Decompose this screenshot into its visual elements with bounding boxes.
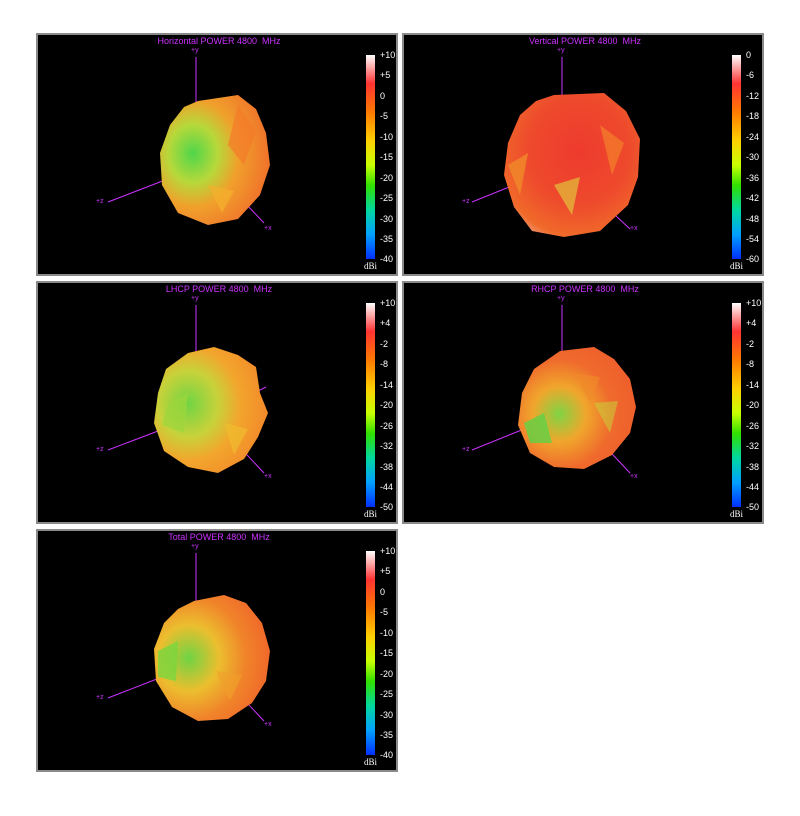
- x-axis-label: +x: [630, 473, 638, 480]
- total-power-panel: Total POWER 4800 MHz +y +z +x: [36, 529, 398, 772]
- scale-tick: -20: [380, 173, 394, 183]
- scale-tick: -54: [746, 234, 760, 244]
- scale-unit-label: dBi: [364, 757, 378, 767]
- scale-tick: -50: [746, 502, 760, 512]
- z-axis-label: +z: [462, 198, 470, 205]
- y-axis-label: +y: [191, 543, 199, 550]
- color-scale-bar: [732, 303, 741, 507]
- scale-tick: +4: [380, 318, 391, 328]
- scale-tick: -2: [746, 339, 755, 349]
- scale-tick: -44: [746, 482, 760, 492]
- scale-tick: +10: [380, 50, 396, 60]
- scale-tick: -26: [380, 421, 394, 431]
- x-axis-label: +x: [630, 225, 638, 232]
- scale-tick: -8: [380, 359, 389, 369]
- x-axis-label: +x: [264, 473, 272, 480]
- scale-tick: -12: [746, 91, 760, 101]
- scale-tick: -50: [380, 502, 394, 512]
- scale-tick: -36: [746, 173, 760, 183]
- lhcp-power-panel: LHCP POWER 4800 MHz +y +z +x: [36, 281, 398, 524]
- scale-tick: -24: [746, 132, 760, 142]
- x-axis-label: +x: [264, 721, 272, 728]
- scale-tick: -32: [746, 441, 760, 451]
- z-axis-label: +z: [96, 694, 104, 701]
- scale-tick: -20: [380, 400, 394, 410]
- scale-tick: -25: [380, 689, 394, 699]
- scale-tick: 0: [746, 50, 752, 60]
- scale-tick: -25: [380, 193, 394, 203]
- scale-tick: -30: [380, 710, 394, 720]
- scale-tick: -30: [380, 214, 394, 224]
- panel-title: RHCP POWER 4800 MHz: [531, 284, 639, 294]
- panel-title: Vertical POWER 4800 MHz: [528, 36, 642, 46]
- scale-tick: -30: [746, 152, 760, 162]
- scale-tick: +10: [380, 546, 396, 556]
- scale-tick: -38: [746, 462, 760, 472]
- z-axis-line: [107, 430, 159, 451]
- scale-tick: -20: [380, 669, 394, 679]
- scale-tick: -14: [380, 380, 394, 390]
- radiation-pattern-surface: [518, 347, 636, 469]
- scale-tick: -5: [380, 607, 389, 617]
- z-axis-line: [107, 676, 163, 699]
- color-scale-bar: [366, 551, 375, 755]
- panel-title: Horizontal POWER 4800 MHz: [157, 36, 281, 46]
- scale-tick: -40: [380, 750, 394, 760]
- scale-tick: -10: [380, 132, 394, 142]
- scale-tick: -14: [746, 380, 760, 390]
- color-scale-bar: [366, 303, 375, 507]
- scale-unit-label: dBi: [730, 261, 744, 271]
- scale-tick: +10: [746, 298, 762, 308]
- z-axis-label: +z: [96, 198, 104, 205]
- scale-tick: 0: [380, 587, 386, 597]
- scale-tick: -60: [746, 254, 760, 264]
- scale-tick: -20: [746, 400, 760, 410]
- radiation-pattern-surface: [504, 93, 640, 237]
- scale-tick: -6: [746, 70, 755, 80]
- radiation-pattern-surface: [154, 347, 268, 473]
- scale-tick: -35: [380, 730, 394, 740]
- scale-tick: +5: [380, 70, 391, 80]
- scale-tick: +10: [380, 298, 396, 308]
- scale-tick: -2: [380, 339, 389, 349]
- scale-tick: -26: [746, 421, 760, 431]
- scale-tick: -48: [746, 214, 760, 224]
- y-axis-label: +y: [557, 295, 565, 302]
- scale-tick: -35: [380, 234, 394, 244]
- y-axis-label: +y: [191, 295, 199, 302]
- color-scale-bar: [366, 55, 375, 259]
- y-axis-label: +y: [191, 47, 199, 54]
- x-axis-label: +x: [264, 225, 272, 232]
- scale-tick: -32: [380, 441, 394, 451]
- y-axis-label: +y: [557, 47, 565, 54]
- panel-title: LHCP POWER 4800 MHz: [165, 284, 273, 294]
- scale-unit-label: dBi: [364, 261, 378, 271]
- vertical-power-panel: Vertical POWER 4800 MHz +y +z +x: [402, 33, 764, 276]
- scale-tick: -40: [380, 254, 394, 264]
- scale-unit-label: dBi: [730, 509, 744, 519]
- z-axis-line: [471, 428, 525, 451]
- scale-tick: -15: [380, 152, 394, 162]
- radiation-pattern-surface: [154, 595, 270, 721]
- scale-tick: -42: [746, 193, 760, 203]
- scale-tick: -38: [380, 462, 394, 472]
- scale-tick: +5: [380, 566, 391, 576]
- scale-tick: -8: [746, 359, 755, 369]
- z-axis-label: +z: [462, 446, 470, 453]
- panel-title: Total POWER 4800 MHz: [168, 532, 270, 542]
- rhcp-power-panel: RHCP POWER 4800 MHz +y +z +x: [402, 281, 764, 524]
- horizontal-power-panel: Horizontal POWER 4800 MHz +y +z +x: [36, 33, 398, 276]
- z-axis-label: +z: [96, 446, 104, 453]
- scale-unit-label: dBi: [364, 509, 378, 519]
- scale-tick: 0: [380, 91, 386, 101]
- color-scale-bar: [732, 55, 741, 259]
- radiation-pattern-surface: [160, 95, 270, 225]
- scale-tick: -18: [746, 111, 760, 121]
- z-axis-line: [471, 184, 515, 203]
- scale-tick: -5: [380, 111, 389, 121]
- scale-tick: -15: [380, 648, 394, 658]
- scale-tick: -10: [380, 628, 394, 638]
- scale-tick: -44: [380, 482, 394, 492]
- scale-tick: +4: [746, 318, 757, 328]
